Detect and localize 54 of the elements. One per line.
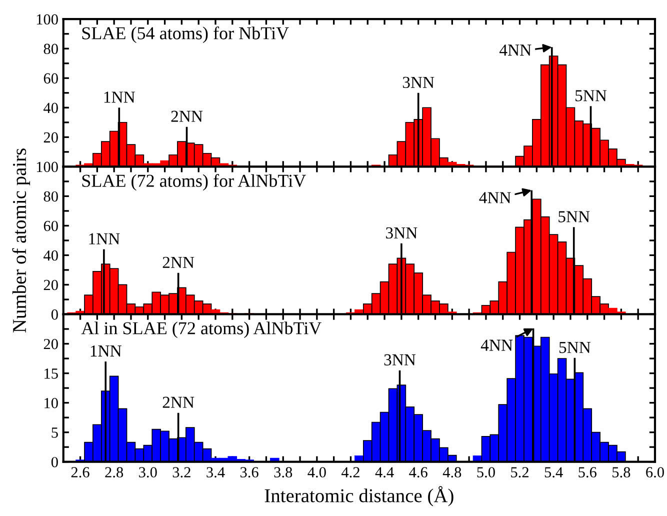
x-tick-label: 3.0: [139, 467, 157, 478]
ref-line-label: 2NN: [162, 396, 194, 408]
y-tick-label: 60: [44, 220, 58, 232]
chart-title: SLAE (72 atoms) for AlNbTiV: [82, 174, 306, 191]
y-tick-label: 0: [51, 309, 58, 320]
ref-line-label: 4NN: [479, 192, 511, 204]
ref-line-label: 3NN: [386, 227, 418, 239]
x-tick-label: 4.2: [341, 467, 360, 478]
x-tick-label: 5.4: [544, 467, 563, 478]
ref-line-label: 3NN: [402, 76, 434, 88]
ref-line-label: 1NN: [89, 233, 120, 244]
y-tick-label: 100: [36, 14, 58, 25]
y-tick-label: 5: [52, 428, 58, 438]
chart-title: Al in SLAE (72 atoms) AlNbTiV: [81, 322, 322, 338]
x-tick-label: 4.0: [308, 467, 326, 478]
x-tick-label: 5.6: [578, 467, 596, 478]
y-tick-label: 40: [44, 250, 58, 261]
x-tick-label: 3.2: [172, 467, 190, 478]
y-tick-label: 40: [44, 102, 58, 114]
y-tick-label: 10: [44, 398, 58, 408]
y-tick-label: 60: [44, 73, 58, 84]
x-tick-label: 4.8: [442, 467, 462, 478]
ref-line-label: 5NN: [559, 342, 591, 354]
ref-line-label: 2NN: [162, 256, 194, 268]
x-axis-title: Interatomic distance (Å): [264, 486, 454, 506]
x-tick-label: 4.6: [409, 467, 428, 478]
y-tick-label: 80: [44, 44, 58, 54]
chart-title: SLAE (54 atoms) for NbTiV: [82, 26, 289, 44]
ref-line-label: 1NN: [104, 92, 135, 103]
ref-line-label: 5NN: [558, 211, 590, 222]
y-tick-label: 0: [51, 456, 58, 468]
y-tick-label: 80: [44, 191, 58, 202]
y-axis-title: Number of atomic pairs: [12, 148, 30, 332]
x-tick-label: 2.6: [71, 467, 90, 478]
x-tick-label: 5.2: [511, 467, 528, 478]
y-tick-label: 15: [44, 368, 58, 379]
x-tick-label: 3.6: [240, 467, 258, 478]
ref-line-label: 2NN: [171, 110, 203, 122]
y-tick-label: 100: [36, 162, 58, 172]
y-tick-label: 20: [44, 338, 58, 350]
x-tick-label: 6.0: [646, 467, 664, 478]
x-tick-label: 4.4: [375, 467, 394, 478]
ref-line-label: 3NN: [384, 354, 416, 366]
y-tick-label: 20: [44, 132, 58, 143]
ref-line-label: 4NN: [480, 340, 513, 351]
ref-line-label: 1NN: [90, 345, 122, 356]
x-tick-label: 3.8: [274, 467, 292, 478]
x-tick-label: 2.8: [105, 467, 124, 478]
x-tick-label: 3.4: [206, 467, 225, 478]
y-tick-label: 20: [44, 280, 58, 290]
x-tick-label: 5.0: [477, 467, 495, 478]
ref-line-label: 4NN: [500, 44, 532, 56]
x-tick-label: 5.8: [612, 467, 630, 478]
ref-line-label: 5NN: [576, 90, 607, 102]
